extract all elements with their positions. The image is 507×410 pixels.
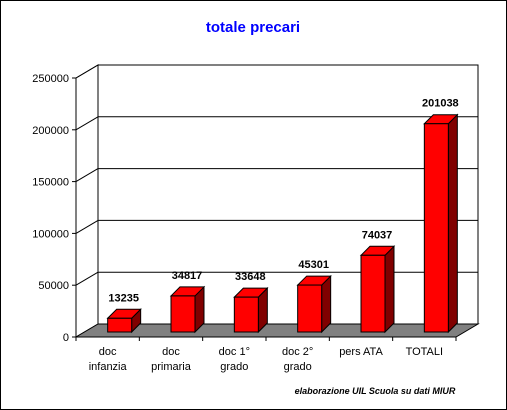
bars — [106, 113, 459, 334]
bar-front — [233, 296, 259, 333]
bar — [233, 286, 269, 334]
value-label: 34817 — [172, 270, 203, 282]
x-tick-label: primaria — [151, 361, 192, 373]
value-label: 45301 — [298, 259, 329, 271]
y-tick-label: 0 — [63, 332, 69, 344]
y-tick-label: 250000 — [32, 73, 69, 85]
x-axis: doc infanzia doc primaria doc 1° grado doc 2° g… — [75, 336, 457, 373]
bar-front — [297, 284, 323, 333]
y-tick-label: 100000 — [32, 228, 69, 240]
x-tick-label: doc 1° — [219, 346, 250, 358]
value-label: 74037 — [362, 229, 393, 241]
y-axis: 0 50000 100000 150000 200000 250000 — [32, 73, 77, 344]
y-tick-label: 200000 — [32, 125, 69, 137]
y-tick-label: 50000 — [38, 280, 69, 292]
bar-side — [447, 113, 458, 334]
value-label: 201038 — [422, 98, 459, 110]
gridline-side — [75, 271, 99, 286]
bar — [169, 285, 206, 334]
value-label: 13235 — [108, 292, 139, 304]
x-tick-label: grado — [220, 361, 248, 373]
x-tick-label: doc — [162, 346, 180, 358]
value-label: 33648 — [235, 271, 266, 283]
gridline-side — [75, 219, 99, 234]
x-tick-label: doc — [99, 346, 117, 358]
bar-front — [170, 295, 196, 333]
value-labels: 13235 34817 33648 45301 74037 201038 — [108, 98, 458, 305]
x-tick-label: grado — [284, 361, 312, 373]
gridline-side — [75, 116, 99, 131]
gridline-side — [75, 168, 99, 183]
x-tick-label: pers ATA — [339, 346, 383, 358]
grid-lines — [75, 64, 478, 286]
bar — [423, 113, 459, 334]
bar — [106, 308, 142, 334]
y-tick-label: 150000 — [32, 177, 69, 189]
x-tick-label: TOTALI — [406, 346, 444, 358]
bar — [359, 245, 396, 334]
gridline-side — [75, 64, 99, 79]
bar-side — [384, 245, 395, 334]
bar-front — [360, 254, 386, 333]
source-note: elaborazione UIL Scuola su dati MIUR — [295, 386, 456, 396]
bar — [296, 274, 332, 334]
bar-side — [321, 274, 332, 334]
bar-front — [423, 123, 449, 333]
x-tick-label: infanzia — [89, 361, 128, 373]
side-wall — [75, 64, 99, 338]
x-tick-label: doc 2° — [282, 346, 313, 358]
chart-title: totale precari — [206, 19, 300, 36]
bar-front — [107, 317, 133, 333]
